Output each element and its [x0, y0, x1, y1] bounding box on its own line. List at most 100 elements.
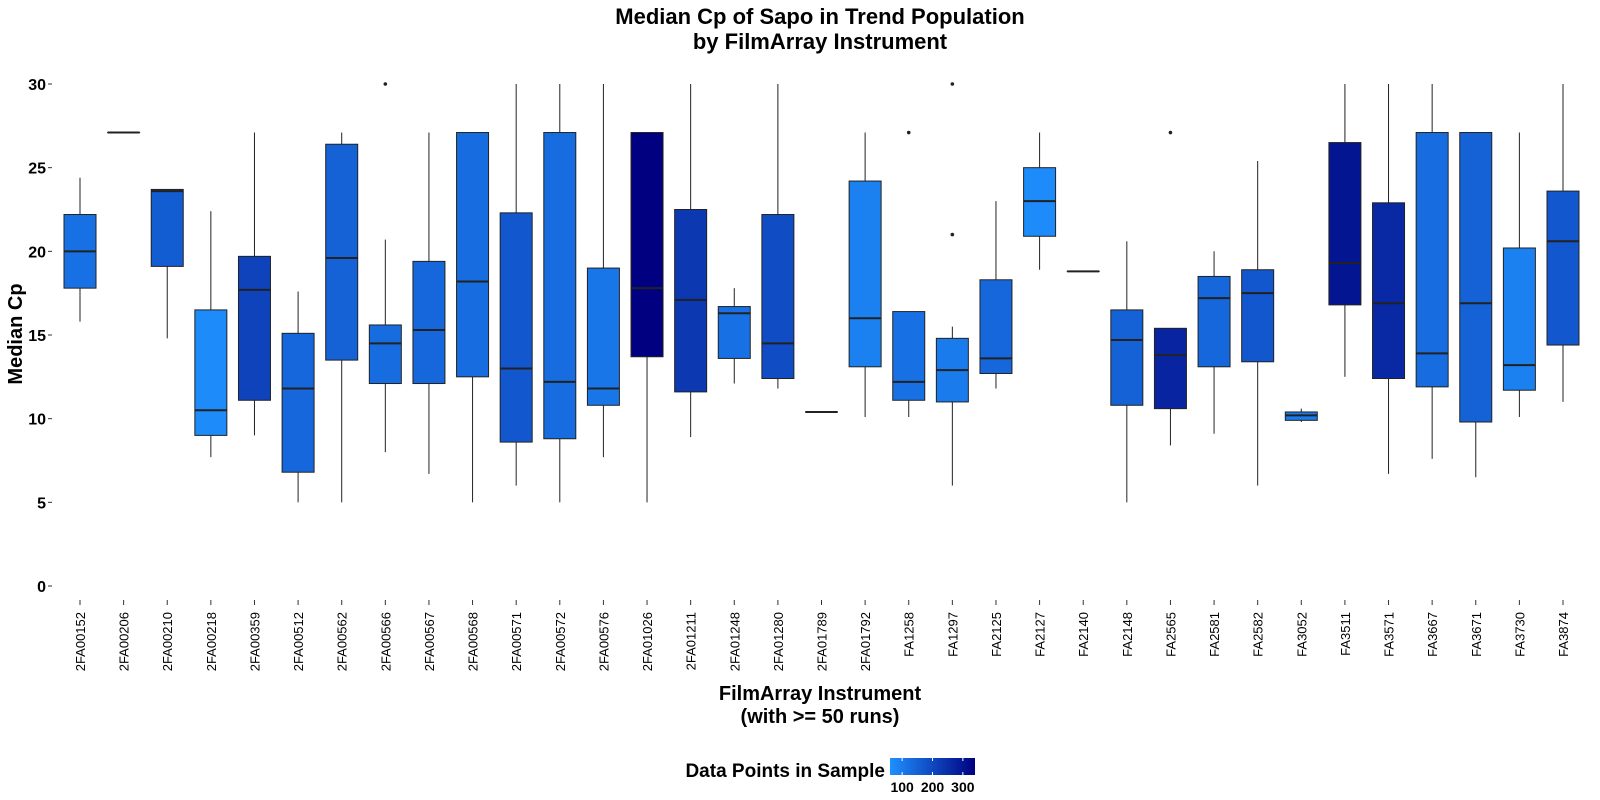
- x-tick-label: 2FA00571: [509, 612, 524, 671]
- x-tick-label: FA3667: [1425, 612, 1440, 657]
- box-2FA00566: [368, 82, 402, 453]
- iqr-box: [325, 143, 359, 361]
- y-tick-label: 5: [37, 495, 46, 512]
- x-tick-label: 2FA00152: [73, 612, 88, 671]
- x-axis-title-line2: (with >= 50 runs): [741, 706, 900, 728]
- box-2FA00359: [237, 132, 271, 436]
- x-tick-label: FA3730: [1512, 612, 1527, 657]
- box-2FA00210: [150, 188, 184, 339]
- x-tick-label: 2FA00210: [160, 612, 175, 671]
- box-2FA00571: [499, 84, 533, 486]
- y-tick-label: 25: [28, 161, 46, 178]
- color-legend: Data Points in Sample 100 200 300: [685, 758, 975, 795]
- box-2FA00567: [412, 132, 446, 474]
- box-FA3671: [1459, 132, 1493, 478]
- x-axis-title-line1: FilmArray Instrument: [719, 683, 922, 705]
- outlier-point: [906, 130, 911, 135]
- iqr-box: [892, 311, 926, 401]
- x-tick-label: 2FA00206: [117, 612, 132, 671]
- x-tick-label: FA2140: [1076, 612, 1091, 657]
- iqr-box: [368, 324, 402, 385]
- iqr-box: [150, 188, 184, 267]
- x-tick-label: 2FA01248: [727, 612, 742, 671]
- iqr-box: [1153, 327, 1187, 410]
- iqr-box: [1502, 247, 1536, 391]
- iqr-box: [194, 309, 228, 436]
- x-tick-label: FA2581: [1207, 612, 1222, 657]
- box-FA3511: [1328, 84, 1362, 377]
- x-tick-label: FA1297: [945, 612, 960, 657]
- box-2FA00512: [281, 291, 315, 503]
- x-tick-label: FA2148: [1120, 612, 1135, 657]
- x-tick-label: 2FA01792: [858, 612, 873, 671]
- y-axis-title: Median Cp: [5, 283, 27, 384]
- legend-color-bar: [890, 758, 975, 775]
- box-FA2565: [1153, 130, 1187, 446]
- box-2FA00562: [325, 132, 359, 503]
- iqr-box: [1546, 190, 1580, 346]
- x-tick-label: 2FA01211: [684, 612, 699, 670]
- box-FA2125: [979, 201, 1013, 389]
- y-tick-label: 30: [28, 77, 46, 94]
- iqr-box: [499, 212, 533, 443]
- y-tick-label: 20: [28, 244, 46, 261]
- iqr-box: [630, 132, 664, 358]
- legend-tick-label: 100: [890, 779, 914, 795]
- iqr-box: [1415, 132, 1449, 388]
- outlier-point: [383, 82, 388, 86]
- box-2FA01026: [630, 132, 664, 503]
- x-tick-label: 2FA00576: [596, 612, 611, 671]
- iqr-box: [586, 267, 620, 406]
- iqr-box: [1197, 275, 1231, 368]
- box-2FA00568: [456, 132, 490, 503]
- x-tick-label: 2FA00566: [378, 612, 393, 671]
- box-FA1297: [935, 82, 969, 486]
- y-tick-label: 0: [37, 579, 46, 596]
- x-tick-label: 2FA00512: [291, 612, 306, 671]
- box-2FA00576: [586, 84, 620, 458]
- x-tick-label: FA2127: [1033, 612, 1048, 657]
- iqr-box: [1241, 269, 1275, 363]
- x-tick-label: 2FA00359: [247, 612, 262, 671]
- box-FA2581: [1197, 251, 1231, 434]
- box-2FA01248: [717, 288, 751, 384]
- iqr-box: [761, 214, 795, 380]
- chart-title-line2: by FilmArray Instrument: [693, 29, 948, 54]
- legend-tick-label: 300: [951, 779, 975, 795]
- iqr-box: [717, 306, 751, 359]
- box-FA3874: [1546, 84, 1580, 402]
- iqr-box: [1110, 309, 1144, 406]
- x-tick-label: FA3874: [1556, 612, 1571, 657]
- outlier-point: [950, 82, 955, 86]
- x-tick-label: 2FA00568: [466, 612, 481, 671]
- x-tick-label: FA2565: [1163, 612, 1178, 657]
- iqr-box: [543, 132, 577, 440]
- x-tick-label: FA3571: [1382, 612, 1397, 657]
- box-FA3730: [1502, 132, 1536, 417]
- x-tick-label: FA3052: [1294, 612, 1309, 657]
- legend-ticks: 100 200 300: [890, 758, 975, 795]
- x-axis: 2FA00152 2FA00206 2FA00210 2FA00218 2FA00359…: [73, 600, 1571, 671]
- x-tick-label: 2FA00567: [422, 612, 437, 671]
- outlier-point: [950, 232, 955, 237]
- iqr-box: [848, 180, 882, 368]
- chart-title-line1: Median Cp of Sapo in Trend Population: [615, 4, 1024, 29]
- boxplot-series: [63, 82, 1580, 503]
- x-tick-label: FA2125: [989, 612, 1004, 657]
- box-FA3052: [1284, 408, 1318, 423]
- iqr-box: [1328, 142, 1362, 306]
- outlier-point: [1168, 130, 1173, 135]
- x-tick-label: FA3671: [1469, 612, 1484, 657]
- iqr-box: [281, 332, 315, 473]
- box-FA1258: [892, 130, 926, 417]
- y-tick-label: 15: [28, 328, 46, 345]
- box-2FA01211: [674, 84, 708, 438]
- y-tick-label: 10: [28, 412, 46, 429]
- iqr-box: [1459, 132, 1493, 423]
- iqr-box: [456, 132, 490, 378]
- box-2FA01792: [848, 132, 882, 417]
- x-tick-label: 2FA00562: [335, 612, 350, 671]
- iqr-box: [1372, 202, 1406, 380]
- box-FA2148: [1110, 241, 1144, 503]
